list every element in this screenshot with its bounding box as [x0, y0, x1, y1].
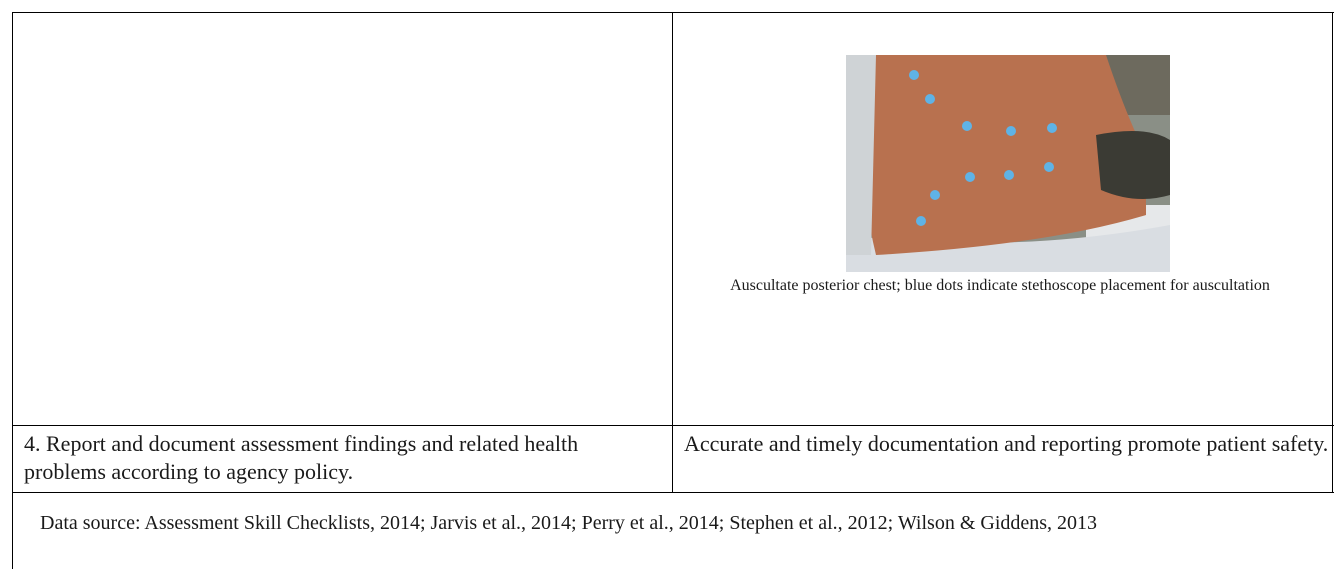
image-caption: Auscultate posterior chest; blue dots in…	[730, 277, 1270, 294]
border-left	[12, 12, 13, 569]
border-right	[1332, 12, 1333, 492]
row-divider	[12, 425, 1334, 426]
rationale-text: Accurate and timely documentation and re…	[684, 431, 1329, 456]
row-divider	[12, 492, 1334, 493]
data-source: Data source: Assessment Skill Checklists…	[40, 512, 1098, 534]
column-divider	[672, 12, 673, 492]
border-top	[12, 12, 1334, 13]
step-text: 4. Report and document assessment findin…	[24, 431, 579, 484]
photo	[846, 55, 1170, 272]
